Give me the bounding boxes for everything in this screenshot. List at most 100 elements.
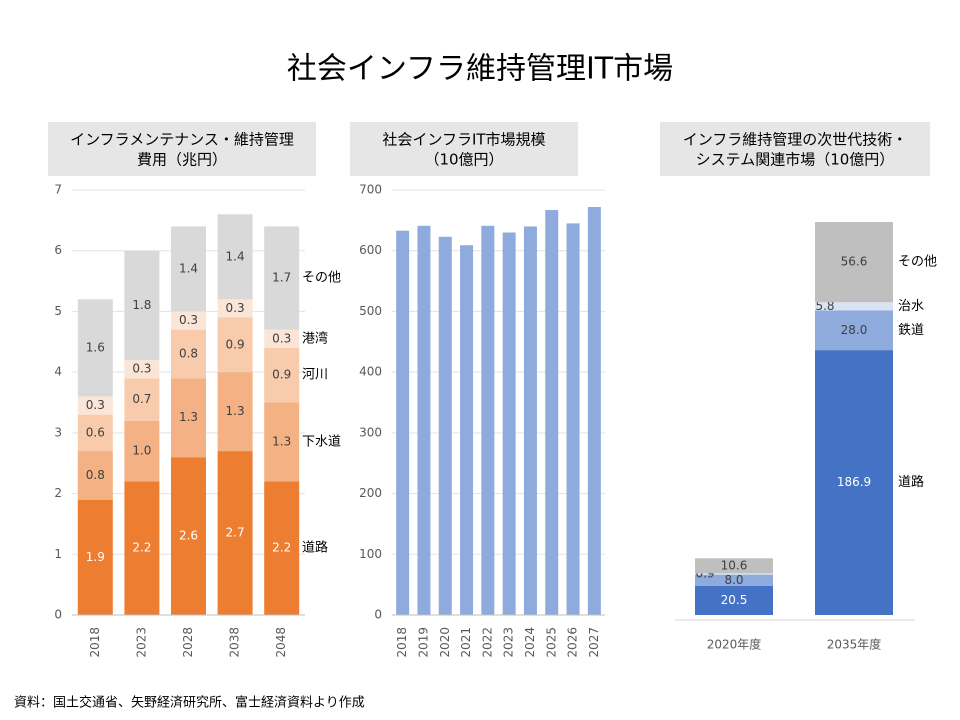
data-label: 0.8 — [179, 346, 198, 360]
y-tick-label: 2 — [54, 486, 62, 500]
bar — [587, 207, 601, 615]
chart-title: システム関連市場（10億円） — [696, 151, 895, 169]
x-tick-label: 2026 — [566, 627, 580, 658]
x-tick-label: 2038 — [228, 627, 242, 658]
bar-segment — [77, 499, 113, 615]
bar — [438, 236, 452, 615]
x-tick-label: 2019 — [416, 627, 430, 658]
y-tick-label: 300 — [359, 425, 382, 439]
chart-title: インフラメンテナンス・維持管理 — [70, 131, 294, 149]
bar — [417, 225, 431, 616]
chart-title: 費用（兆円） — [137, 151, 227, 169]
y-tick-label: 7 — [54, 183, 62, 197]
data-label: 1.9 — [86, 550, 105, 564]
data-label: 20.5 — [721, 593, 748, 607]
data-label: 1.3 — [272, 434, 291, 448]
data-label: 2.2 — [132, 541, 151, 555]
bar-segment — [217, 299, 253, 318]
legend-label: 鉄道 — [898, 323, 924, 338]
bar-segment — [815, 350, 893, 615]
x-tick-label: 2020 — [438, 627, 452, 658]
data-label: 0.3 — [179, 313, 198, 327]
bar-segment — [171, 226, 206, 312]
bar-segment — [124, 378, 160, 421]
data-label: 0.3 — [86, 398, 105, 412]
data-label: 2.7 — [226, 526, 245, 540]
data-label: 0.3 — [226, 301, 245, 315]
legend-label: 治水 — [898, 299, 924, 314]
bar-segment — [264, 402, 300, 482]
bar-segment — [264, 226, 300, 330]
bar-segment — [124, 481, 160, 615]
bar-segment — [695, 585, 773, 615]
x-tick-label: 2023 — [502, 627, 516, 658]
legend-label: 道路 — [898, 474, 924, 490]
chart-title: （10億円） — [424, 151, 503, 169]
data-label: 0.3 — [272, 331, 291, 345]
x-tick-label: 2048 — [274, 627, 288, 658]
data-label: 0.6 — [86, 425, 105, 439]
chart-header-box — [660, 122, 930, 176]
data-label: 1.7 — [272, 271, 291, 285]
data-label: 1.3 — [179, 410, 198, 424]
y-tick-label: 5 — [54, 304, 62, 318]
x-tick-label: 2024 — [523, 627, 537, 658]
y-tick-label: 400 — [359, 365, 382, 379]
bar-segment — [217, 214, 253, 300]
data-label: 5.8 — [815, 299, 834, 313]
bar-segment — [695, 573, 773, 575]
x-tick-label: 2027 — [587, 627, 601, 658]
x-tick-label: 2025 — [544, 627, 558, 658]
y-tick-label: 1 — [54, 547, 62, 561]
bar — [523, 226, 537, 615]
y-tick-label: 700 — [359, 183, 382, 197]
chart-title: 社会インフラIT市場規模 — [382, 131, 545, 149]
y-tick-label: 100 — [359, 547, 382, 561]
bar — [502, 232, 516, 615]
x-tick-label: 2022 — [480, 627, 494, 658]
data-label: 2.2 — [272, 541, 291, 555]
legend-label: 下水道 — [302, 434, 341, 449]
bar-segment — [264, 347, 300, 403]
bar-segment — [695, 574, 773, 586]
bar-segment — [171, 378, 206, 458]
data-label: 1.0 — [132, 444, 151, 458]
slide-title: 社会インフラ維持管理IT市場 — [287, 52, 673, 87]
y-tick-label: 6 — [54, 243, 62, 257]
x-tick-label: 2021 — [459, 627, 473, 658]
bar-segment — [217, 372, 253, 452]
bar — [481, 225, 495, 616]
bar-segment — [77, 451, 113, 500]
data-label: 1.3 — [226, 404, 245, 418]
y-tick-label: 4 — [54, 365, 62, 379]
legend-label: 河川 — [302, 368, 328, 383]
x-tick-label: 2020年度 — [707, 637, 762, 652]
bar-segment — [77, 414, 113, 452]
x-tick-label: 2023 — [134, 627, 148, 658]
bar-segment — [171, 457, 206, 615]
legend-label: 港湾 — [302, 330, 328, 346]
bar-segment — [171, 311, 206, 330]
data-label: 186.9 — [837, 475, 871, 489]
x-tick-label: 2035年度 — [827, 637, 882, 652]
data-label: 1.8 — [132, 298, 151, 312]
data-label: 8.0 — [724, 573, 743, 587]
bar — [460, 245, 474, 615]
legend-label: 道路 — [302, 540, 328, 556]
data-label: 0.8 — [86, 468, 105, 482]
bar-segment — [124, 360, 160, 379]
y-tick-label: 3 — [54, 425, 62, 439]
data-label: 1.4 — [179, 261, 198, 275]
data-label: 56.6 — [841, 255, 868, 269]
y-tick-label: 0 — [54, 608, 62, 622]
legend-label: その他 — [302, 271, 341, 286]
bar — [545, 210, 559, 616]
chart-header-box — [48, 122, 316, 176]
chart-title: インフラ維持管理の次世代技術・ — [683, 131, 908, 149]
source-note: 資料：国土交通省、矢野経済研究所、富士経済資料より作成 — [14, 695, 365, 711]
bar-segment — [124, 420, 160, 482]
x-tick-label: 2018 — [88, 627, 102, 658]
data-label: 28.0 — [841, 323, 868, 337]
y-tick-label: 200 — [359, 486, 382, 500]
